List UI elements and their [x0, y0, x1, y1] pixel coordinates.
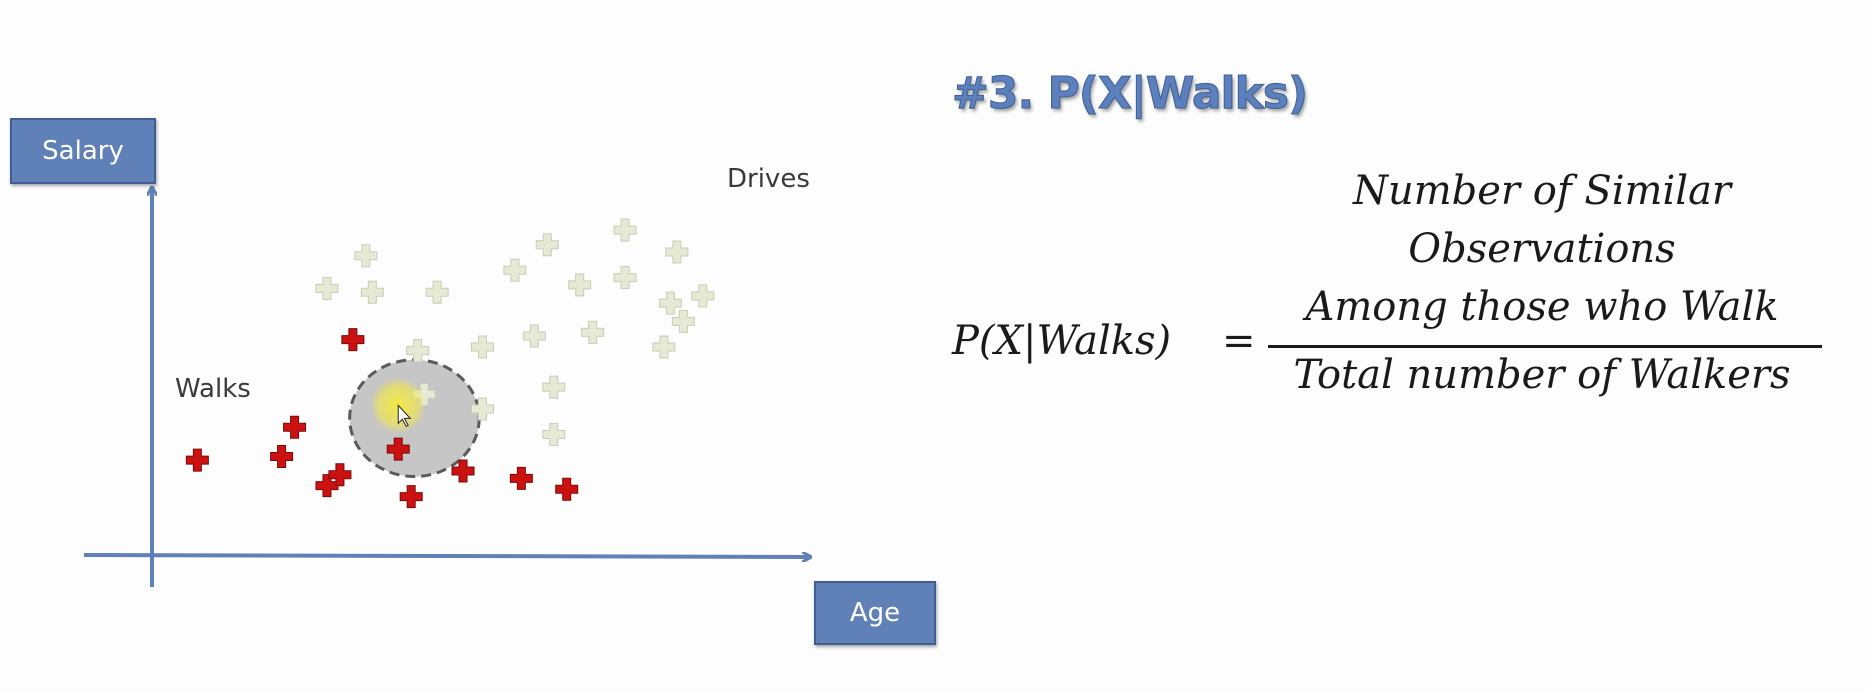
drives-point-20: [665, 240, 689, 264]
walks-point-3: [283, 415, 307, 439]
drives-point-8: [470, 397, 494, 421]
drives-point-18: [652, 335, 676, 359]
drives-point-7: [470, 335, 494, 359]
x-axis: [83, 555, 810, 557]
drives-point-1: [315, 277, 339, 301]
formula-numerator-line-2: Observations: [1408, 226, 1676, 272]
drives-point-10: [522, 324, 546, 348]
formula-equals: =: [1222, 318, 1256, 364]
walks-point-2: [270, 444, 294, 468]
drives-point-2: [354, 244, 378, 268]
drives-point-15: [581, 320, 605, 344]
drives-point-4: [406, 339, 430, 363]
walks-point-5: [341, 328, 365, 352]
drives-point-3: [360, 280, 384, 304]
walks-point-11: [555, 477, 579, 501]
drives-point-22: [691, 284, 715, 308]
drives-point-14: [568, 273, 592, 297]
slide-title: #3. P(X|Walks): [951, 68, 1308, 120]
formula-numerator-line-1: Number of Similar: [1352, 168, 1732, 214]
formula-denominator: Total number of Walkers: [1293, 352, 1791, 398]
drives-point-12: [542, 375, 566, 399]
walks-point-10: [509, 466, 533, 490]
scatter-plot: [83, 0, 960, 587]
drives-point-6: [425, 280, 449, 304]
drives-point-13: [542, 423, 566, 447]
mouse-pointer-icon: [397, 404, 412, 428]
fraction-bar: [1268, 345, 1822, 348]
legend-drives: Drives: [727, 164, 810, 194]
drives-point-19: [658, 291, 682, 315]
drives-point-11: [535, 233, 559, 257]
drives-point-17: [613, 266, 637, 290]
formula-lhs: P(X|Walks): [952, 318, 1172, 364]
walks-point-8: [399, 485, 423, 509]
walks-point-7: [386, 437, 410, 461]
walks-point-1: [185, 448, 209, 472]
drives-point-21: [671, 309, 695, 333]
x-axis-label: Age: [814, 581, 936, 645]
walks-point-6: [328, 463, 352, 487]
y-axis-label: Salary: [10, 118, 156, 184]
drives-point-16: [613, 218, 637, 242]
formula-numerator-line-3: Among those who Walk: [1305, 284, 1779, 330]
walks-point-9: [451, 459, 475, 483]
walks-point-4: [315, 474, 339, 498]
drives-point-9: [503, 258, 527, 282]
legend-walks: Walks: [175, 374, 251, 404]
